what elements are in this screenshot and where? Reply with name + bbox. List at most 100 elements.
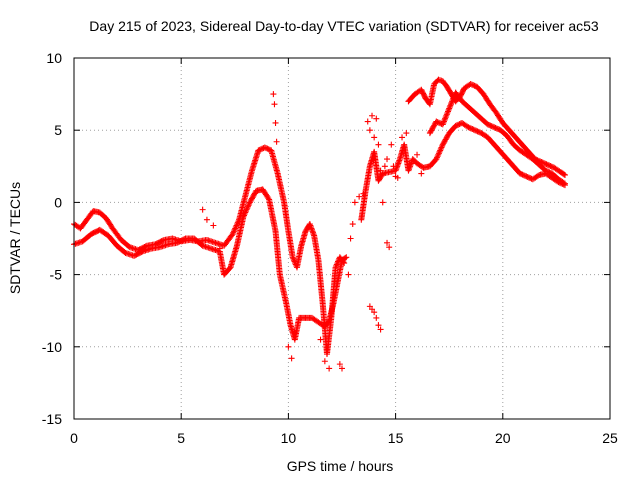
data-point [444,109,451,116]
data-point [377,167,384,174]
data-point [546,169,553,176]
y-tick-label: 10 [46,50,62,66]
data-point [548,163,555,170]
x-tick-label: 5 [177,430,185,446]
data-point [493,125,500,132]
data-point [439,121,446,128]
data-point [251,190,258,197]
data-point [246,199,253,206]
data-point [247,198,254,205]
data-point [489,123,496,130]
data-point [343,254,350,261]
data-point [543,168,550,175]
data-point [534,172,541,179]
data-point [347,235,354,242]
data-point [439,143,446,150]
data-point [418,170,425,177]
data-point [272,119,279,126]
data-point [364,118,371,125]
data-point [263,145,270,152]
data-point [270,91,277,98]
data-point [265,195,272,202]
data-point [256,146,263,153]
data-point [429,124,436,131]
data-point [445,106,452,113]
data-point [435,151,442,158]
data-point [273,138,280,145]
data-point [449,98,456,105]
data-point [471,127,478,134]
data-point [371,134,378,141]
data-point [244,203,251,210]
data-point [381,163,388,170]
data-point [199,206,206,213]
data-point [474,128,481,135]
data-point [242,208,249,215]
data-point [325,318,332,325]
data-point [450,93,457,100]
data-point [264,145,271,152]
data-point [246,200,253,207]
data-point [336,361,343,368]
tick-labels: 0 5 10 15 20 25 -15 -10 -5 0 5 10 [42,50,618,446]
data-point [470,82,477,89]
data-point [403,130,410,137]
data-point [542,160,549,167]
data-point [549,164,556,171]
data-point [484,121,491,128]
data-point [446,105,453,112]
chart-title: Day 215 of 2023, Sidereal Day-to-day VTE… [89,18,599,34]
data-point [229,231,236,238]
data-point [560,179,567,186]
data-point [251,191,258,198]
x-axis-label: GPS time / hours [287,458,394,474]
data-point [326,365,333,372]
data-point [159,237,166,244]
data-point [290,255,297,262]
data-point [259,145,266,152]
data-point [257,146,264,153]
data-point [440,119,447,126]
data-point [524,173,531,180]
data-point [289,254,296,261]
data-point [288,355,295,362]
y-tick-label: 0 [54,194,62,210]
x-tick-label: 10 [281,430,297,446]
data-point [285,343,292,350]
data-point [440,118,447,125]
data-point [545,168,552,175]
data-point [232,223,239,230]
data-point [525,174,532,181]
x-tick-label: 0 [70,430,78,446]
data-point [546,162,553,169]
data-point [265,146,272,153]
data-point [232,225,239,232]
data-point [351,199,358,206]
data-point [439,141,446,148]
data-point [473,127,480,134]
data-point [449,96,456,103]
data-point [394,174,401,181]
data-point [547,163,554,170]
x-tick-label: 20 [495,430,511,446]
data-point [240,213,247,220]
data-point [448,99,455,106]
data-point [495,126,502,133]
data-point [371,309,378,316]
data-point [244,205,251,212]
data-point [441,117,448,124]
data-point [245,202,252,209]
data-point [414,151,421,158]
data-point [442,114,449,121]
data-point [520,172,527,179]
data-point [519,171,526,178]
data-point [455,121,462,128]
data-point [230,228,237,235]
data-point [429,126,436,133]
data-point [241,210,248,217]
data-point [437,145,444,152]
data-point [369,112,376,119]
data-point [442,115,449,122]
data-point [375,141,382,148]
data-point [388,141,395,148]
